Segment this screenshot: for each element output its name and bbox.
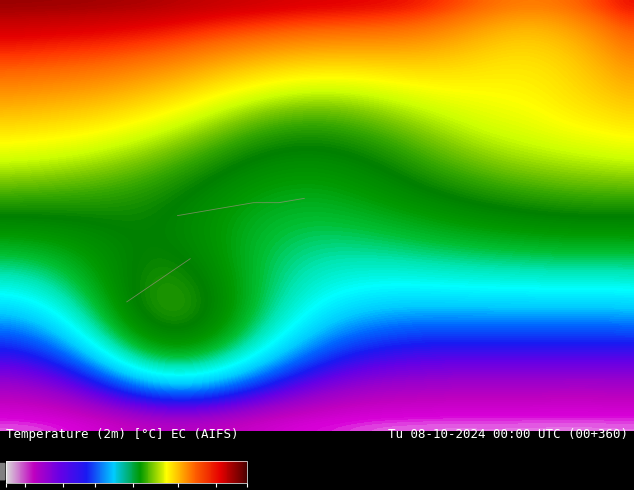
Text: Tu 08-10-2024 00:00 UTC (00+360): Tu 08-10-2024 00:00 UTC (00+360): [387, 428, 628, 441]
FancyArrow shape: [0, 461, 4, 482]
Text: Temperature (2m) [°C] EC (AIFS): Temperature (2m) [°C] EC (AIFS): [6, 428, 239, 441]
